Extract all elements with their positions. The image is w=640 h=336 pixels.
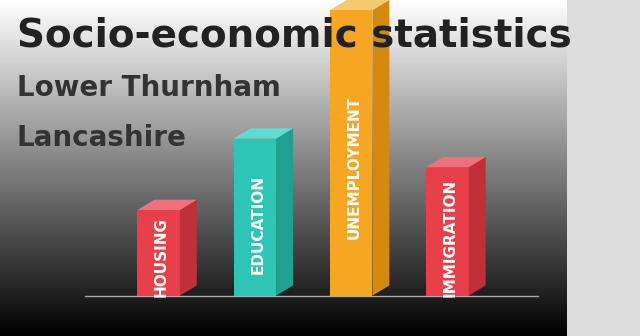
Polygon shape [180,200,197,296]
Text: UNEMPLOYMENT: UNEMPLOYMENT [346,95,362,239]
Polygon shape [468,157,486,296]
Polygon shape [276,128,293,296]
Polygon shape [234,128,293,138]
Polygon shape [138,210,180,296]
Polygon shape [330,0,389,10]
Polygon shape [426,157,486,167]
Text: Lancashire: Lancashire [17,124,187,152]
Text: Lower Thurnham: Lower Thurnham [17,74,281,102]
Polygon shape [138,200,197,210]
Text: IMMIGRATION: IMMIGRATION [443,179,458,297]
Polygon shape [372,0,389,296]
Polygon shape [330,10,372,296]
Text: HOUSING: HOUSING [154,217,169,297]
Polygon shape [426,167,468,296]
Text: EDUCATION: EDUCATION [250,175,265,275]
Text: Socio-economic statistics: Socio-economic statistics [17,17,572,55]
Polygon shape [234,138,276,296]
